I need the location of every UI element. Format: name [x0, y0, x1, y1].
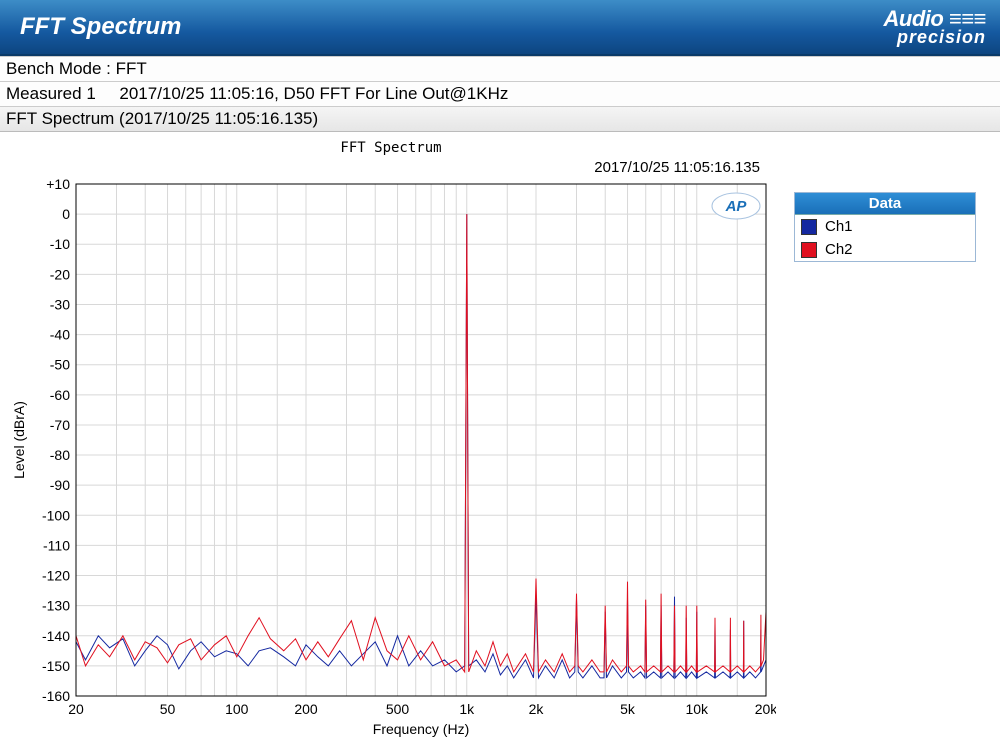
measured-line: Measured 1 2017/10/25 11:05:16, D50 FFT … — [0, 81, 1000, 106]
legend-title: Data — [795, 193, 975, 215]
svg-text:-90: -90 — [50, 477, 70, 493]
chart-panel: FFT Spectrum 2017/10/25 11:05:16.135 -160 -… — [6, 138, 776, 743]
svg-text:AP: AP — [725, 198, 748, 215]
svg-text:Level (dBrA): Level (dBrA) — [11, 401, 27, 479]
svg-text:2017/10/25 11:05:16.135: 2017/10/25 11:05:16.135 — [594, 159, 760, 176]
app-header: FFT Spectrum Audio ≡≡≡ precision — [0, 0, 1000, 56]
svg-text:-40: -40 — [50, 327, 70, 343]
logo-bottom-text: precision — [884, 29, 986, 45]
svg-text:-140: -140 — [42, 628, 70, 644]
svg-text:20k: 20k — [755, 701, 776, 717]
svg-text:20: 20 — [68, 701, 84, 717]
legend-swatch — [801, 219, 817, 235]
svg-text:500: 500 — [386, 701, 410, 717]
svg-text:Frequency (Hz): Frequency (Hz) — [373, 721, 469, 737]
svg-text:10k: 10k — [685, 701, 709, 717]
svg-text:-70: -70 — [50, 417, 70, 433]
svg-text:FFT Spectrum: FFT Spectrum — [340, 140, 441, 156]
svg-text:-30: -30 — [50, 296, 70, 312]
svg-text:-120: -120 — [42, 568, 70, 584]
legend-swatch — [801, 242, 817, 258]
svg-text:-160: -160 — [42, 688, 70, 704]
subtitle-line: FFT Spectrum (2017/10/25 11:05:16.135) — [0, 106, 1000, 132]
svg-text:-110: -110 — [43, 537, 70, 553]
legend-panel: Data Ch1 Ch2 — [794, 192, 976, 262]
svg-text:-50: -50 — [50, 357, 70, 373]
svg-text:-10: -10 — [50, 236, 70, 252]
legend-item: Ch1 — [795, 215, 975, 238]
svg-text:-20: -20 — [50, 266, 70, 282]
svg-text:-60: -60 — [50, 387, 70, 403]
svg-text:-130: -130 — [42, 598, 70, 614]
mode-line: Bench Mode : FFT — [0, 56, 1000, 81]
svg-text:100: 100 — [225, 701, 249, 717]
legend-item: Ch2 — [795, 238, 975, 261]
svg-text:0: 0 — [62, 206, 70, 222]
svg-text:-150: -150 — [42, 658, 70, 674]
svg-text:1k: 1k — [459, 701, 475, 717]
svg-text:+10: +10 — [46, 176, 70, 192]
fft-spectrum-chart: FFT Spectrum 2017/10/25 11:05:16.135 -160 -… — [6, 138, 776, 738]
brand-logo: Audio ≡≡≡ precision — [884, 9, 986, 45]
page-title: FFT Spectrum — [20, 13, 181, 41]
legend-label: Ch2 — [825, 241, 853, 258]
svg-text:50: 50 — [160, 701, 176, 717]
svg-text:200: 200 — [294, 701, 318, 717]
legend-label: Ch1 — [825, 218, 853, 235]
svg-text:2k: 2k — [529, 701, 545, 717]
svg-text:5k: 5k — [620, 701, 636, 717]
svg-text:-100: -100 — [42, 507, 70, 523]
svg-text:-80: -80 — [50, 447, 70, 463]
